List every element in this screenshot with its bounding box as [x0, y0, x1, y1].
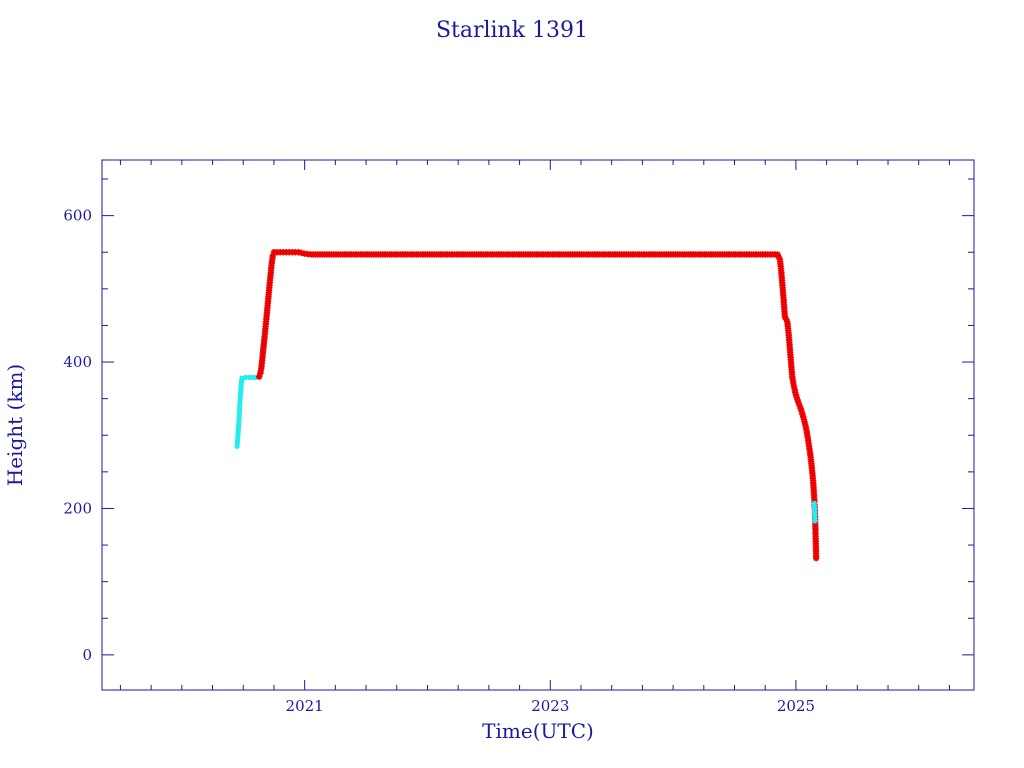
data-point: [795, 401, 803, 408]
data-point: [256, 373, 263, 380]
data-point: [782, 316, 790, 323]
plot-frame: [101, 159, 975, 691]
data-point: [794, 396, 801, 404]
data-series-2: [811, 500, 818, 524]
axis-tick-labels: 2021 2023 2025 0 200 400 600: [63, 207, 815, 715]
data-point: [774, 251, 781, 258]
x-tick-label: 2023: [531, 697, 569, 715]
y-axis-label: Height (km): [3, 364, 27, 486]
x-tick-label: 2025: [777, 697, 815, 715]
data-point: [812, 555, 820, 562]
data-series-1: [256, 249, 820, 562]
x-tick-label: 2021: [286, 697, 324, 715]
data-point: [246, 374, 252, 381]
y-tick-label: 600: [63, 207, 92, 225]
y-tick-label: 200: [63, 499, 92, 517]
series-connector-line: [258, 251, 817, 559]
plot-area: [234, 249, 820, 562]
data-point: [812, 518, 818, 524]
data-point: [797, 405, 805, 413]
y-tick-label: 0: [82, 646, 92, 664]
data-point: [269, 252, 276, 260]
data-point: [781, 313, 789, 320]
data-point: [799, 411, 806, 418]
data-point: [798, 408, 805, 415]
x-axis-label: Time(UTC): [482, 719, 594, 743]
chart-title: Starlink 1391: [436, 18, 588, 43]
axis-ticks: [102, 160, 974, 690]
data-point: [775, 253, 782, 261]
data-point: [243, 374, 249, 381]
data-point: [793, 394, 800, 401]
data-point: [796, 403, 804, 410]
y-tick-label: 400: [63, 353, 92, 371]
data-point: [795, 399, 802, 406]
data-point: [792, 391, 800, 399]
